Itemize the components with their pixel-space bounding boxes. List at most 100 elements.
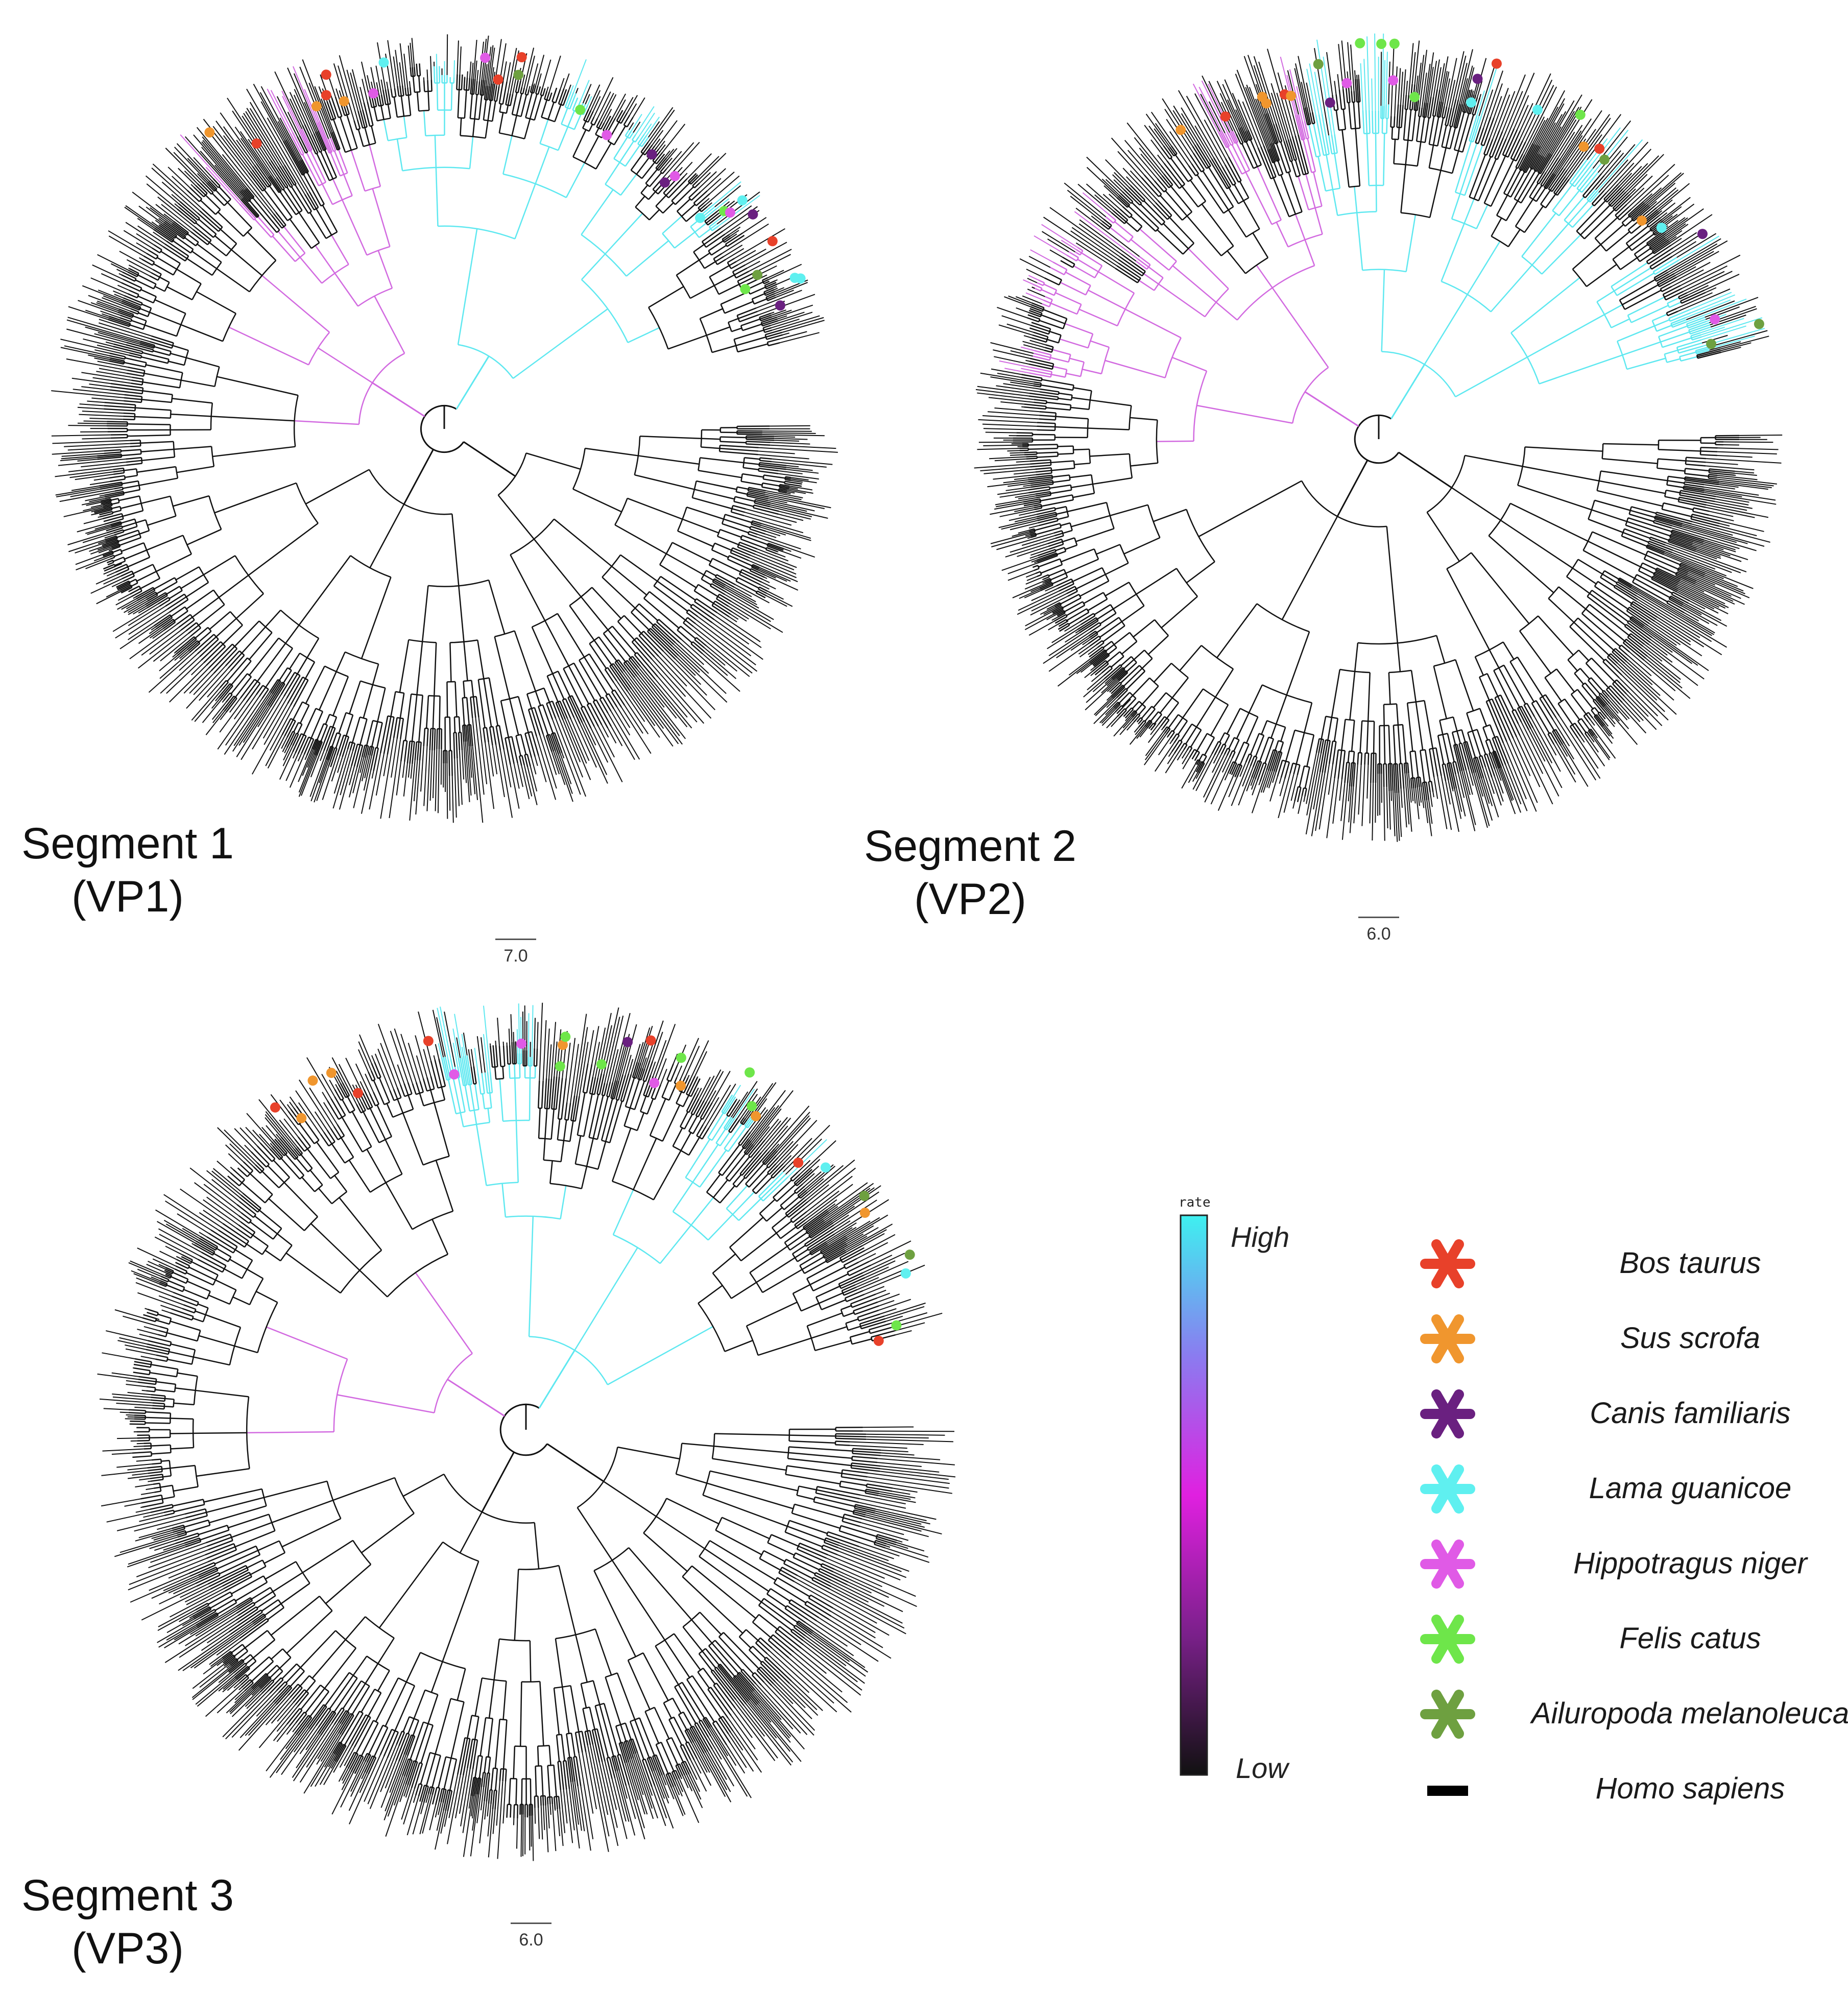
tree-branch (426, 750, 430, 811)
tree-branch (1130, 462, 1158, 467)
tree-arc (1544, 668, 1557, 679)
tree-branch (1580, 736, 1585, 743)
tree-branch (1667, 480, 1685, 484)
tree-branch (1077, 247, 1084, 252)
tree-branch (1224, 735, 1230, 745)
tree-arc (1278, 740, 1284, 743)
tree-branch (1075, 528, 1115, 542)
tree-branch (313, 739, 318, 750)
tree-branch (383, 716, 392, 754)
tree-branch (1181, 186, 1199, 208)
tree-branch (1437, 776, 1448, 829)
tree-branch (1452, 716, 1458, 732)
tree-branch (1415, 116, 1421, 141)
tree-branch (761, 582, 776, 590)
tree-arc (1582, 531, 1593, 551)
tree-branch (582, 722, 608, 775)
tree-branch (663, 651, 707, 696)
tree-branch (1592, 531, 1646, 556)
tree-branch (297, 753, 302, 762)
tree-branch (458, 716, 461, 733)
tree-branch (1196, 733, 1208, 752)
tree-branch (553, 751, 566, 785)
tree-branch (1114, 172, 1130, 188)
tree-branch (1037, 451, 1058, 454)
tree-branch (494, 636, 511, 699)
tree-branch (1082, 368, 1102, 375)
tree-branch (583, 706, 595, 727)
tree-branch (1297, 787, 1302, 802)
tree-branch (1194, 125, 1214, 158)
tree-arc (677, 507, 687, 532)
tree-arc (1632, 574, 1638, 583)
tree-branch (733, 500, 754, 508)
tree-branch (1618, 579, 1633, 588)
tree-branch (463, 741, 467, 783)
tree-branch (562, 719, 581, 762)
tree-branch (1172, 265, 1217, 303)
tree-branch (610, 711, 640, 760)
tree-branch (791, 477, 809, 481)
tree-branch (1400, 71, 1404, 105)
tree-branch (470, 697, 473, 718)
tree-branch (1227, 250, 1246, 274)
tree-branch (321, 726, 331, 750)
tree-arc (708, 558, 713, 566)
tree-branch (1271, 287, 1329, 368)
tree-branch (310, 749, 322, 778)
tree-branch (1132, 701, 1140, 709)
tree-branch (1407, 763, 1409, 774)
tree-branch (694, 489, 735, 500)
tree-branch (517, 696, 529, 733)
tree-branch (598, 726, 615, 758)
tree-branch (521, 765, 530, 799)
tree-branch (1211, 741, 1219, 754)
tree-branch (1664, 496, 1679, 500)
tree-branch (510, 554, 546, 621)
tree-branch (786, 492, 791, 495)
tree-arc (1203, 688, 1229, 706)
tree-branch (695, 619, 756, 666)
tree-branch (429, 728, 431, 751)
tree-branch (1525, 446, 1603, 452)
tree-branch (1519, 707, 1532, 729)
tree-branch (1383, 725, 1386, 764)
tree-branch (1153, 663, 1172, 683)
tree-arc (1071, 395, 1073, 400)
tree-branch (1401, 105, 1404, 128)
tree-arc (1566, 559, 1579, 577)
tree-branch (514, 630, 536, 692)
tree-branch (546, 676, 559, 703)
tree-branch (759, 464, 787, 468)
tree-branch (1182, 757, 1190, 770)
tree-branch (750, 555, 797, 575)
tree-branch (524, 733, 533, 758)
tree-branch (531, 731, 539, 756)
tree-arc (1100, 347, 1110, 374)
tree-branch (1489, 724, 1496, 738)
tree-branch (371, 722, 378, 747)
tree-branch (686, 612, 697, 620)
tree-branch (1360, 63, 1363, 110)
tree-branch (770, 506, 812, 517)
tree-branch (650, 628, 679, 656)
tree-arc (1511, 709, 1516, 712)
tree-branch (449, 776, 451, 811)
tree-branch (654, 678, 688, 718)
tree-branch (1624, 695, 1657, 730)
tree-branch (613, 708, 631, 736)
tree-branch (1224, 748, 1228, 755)
tree-branch (1313, 172, 1323, 206)
tree-branch (737, 546, 756, 555)
tree-branch (746, 443, 771, 446)
tree-branch (530, 766, 538, 792)
tree-branch (1383, 60, 1386, 106)
tree-branch (1369, 783, 1372, 824)
tree-branch (1173, 741, 1183, 754)
tree-branch (643, 597, 680, 629)
tree-branch (272, 681, 281, 694)
tree-branch (630, 657, 639, 668)
tree-arc (1311, 171, 1316, 174)
tree-branch (1692, 543, 1731, 557)
tree-branch (1047, 272, 1062, 281)
